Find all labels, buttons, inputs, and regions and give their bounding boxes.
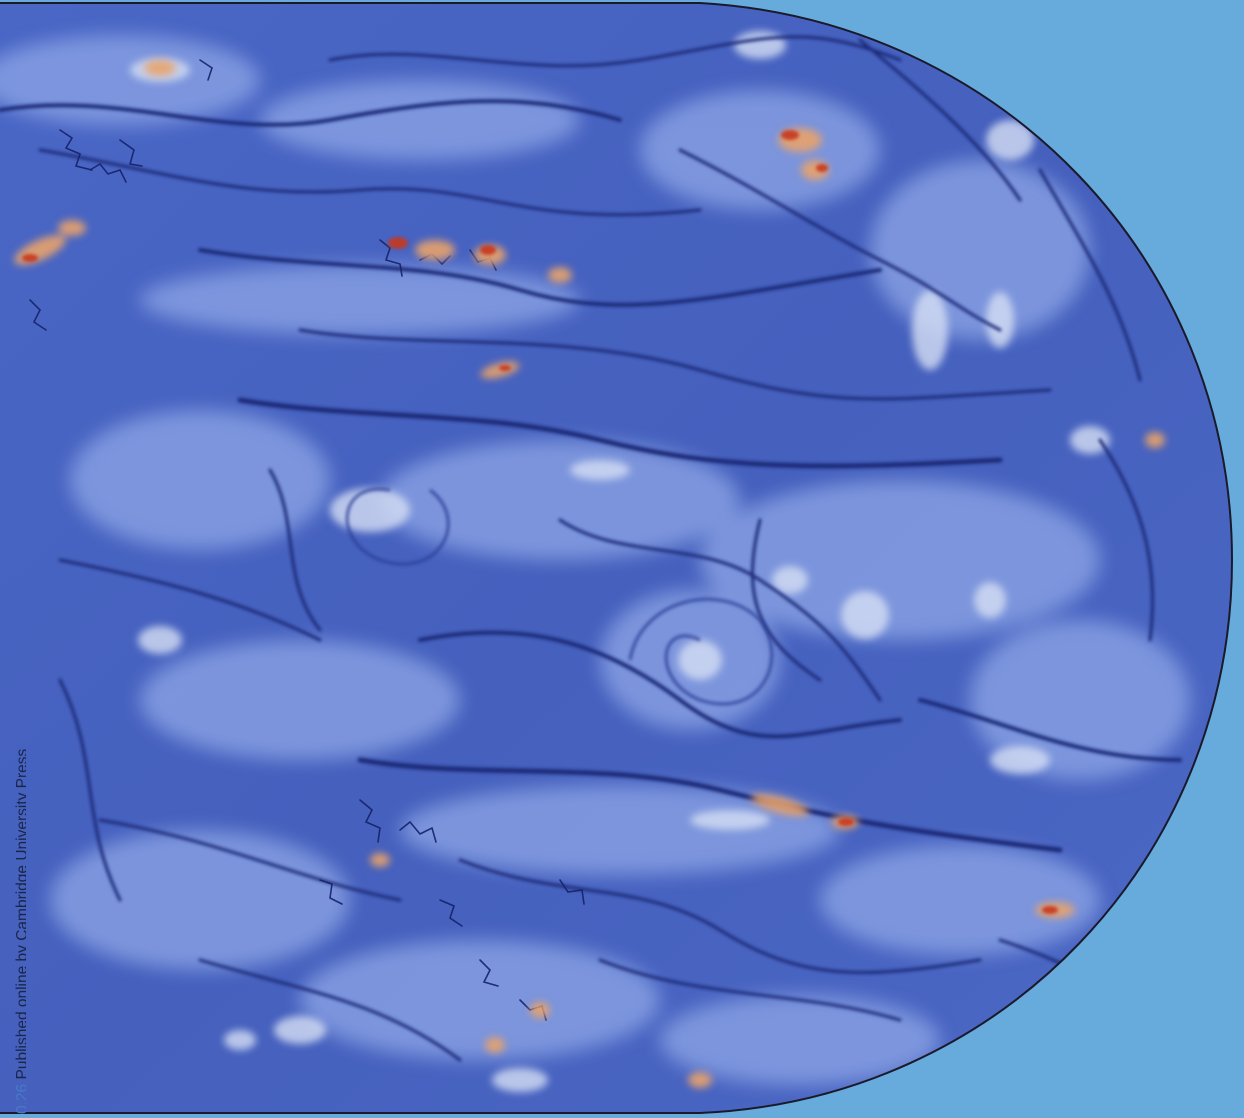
credit-reference: 0.26 [14, 1083, 26, 1114]
credit-text: Published online by Cambridge University… [14, 748, 26, 1080]
credit-line: 0.26 Published online by Cambridge Unive… [14, 749, 26, 1114]
side-credit: 0.26 Published online by Cambridge Unive… [0, 0, 26, 1118]
